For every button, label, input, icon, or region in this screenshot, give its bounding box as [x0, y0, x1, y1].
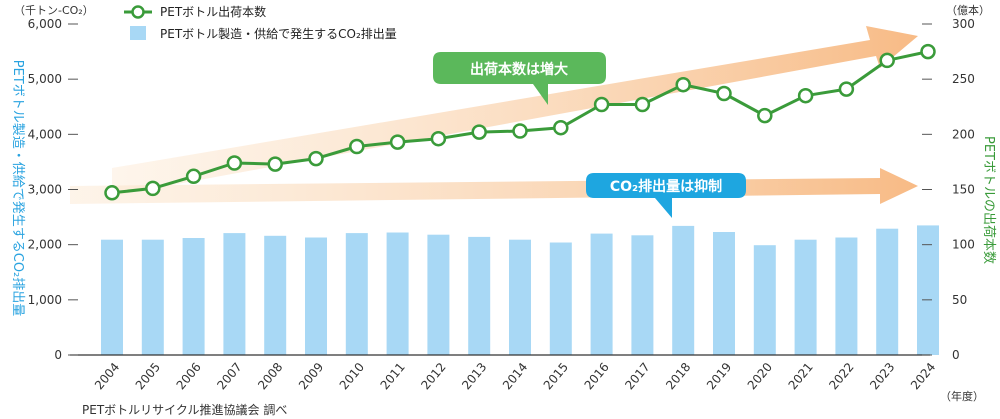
x-tick-label-2010: 2010	[337, 360, 367, 392]
left-axis-title: PETボトル製造・供給で発生するCO₂排出量	[10, 60, 25, 317]
svg-text:PETボトル出荷本数: PETボトル出荷本数	[160, 4, 266, 19]
left-tick-label: 4,000	[28, 127, 62, 141]
right-axis-unit: （億本）	[946, 3, 990, 17]
co2-bar-2021	[794, 239, 817, 355]
shipment-point-2019	[716, 85, 732, 102]
left-tick-label: 1,000	[28, 293, 62, 307]
shipment-point-2013	[471, 124, 487, 140]
x-tick-label-2020: 2020	[745, 360, 775, 392]
co2-bar-2013	[468, 236, 491, 355]
co2-bar-2022	[835, 237, 858, 355]
co2-bar-2009	[305, 237, 327, 355]
x-tick-label-2013: 2013	[459, 360, 489, 392]
svg-text:出荷本数は増大: 出荷本数は増大	[470, 61, 568, 78]
right-tick-label: 50	[952, 293, 967, 307]
left-tick-label: 6,000	[28, 17, 62, 31]
co2-bar-2019	[713, 232, 735, 355]
x-tick-label-2014: 2014	[500, 360, 530, 392]
co2-bar-2011	[386, 232, 409, 355]
left-tick-label: 5,000	[28, 72, 62, 86]
shipment-point-2005	[145, 180, 161, 197]
co2-bar-2016	[590, 233, 613, 355]
shipment-point-2023	[879, 52, 895, 69]
right-tick-label: 100	[952, 238, 975, 252]
left-axis-unit: （千トン-CO₂）	[14, 4, 94, 17]
shipment-point-2014	[512, 123, 528, 139]
legend: PETボトル出荷本数 PETボトル製造・供給で発生するCO₂排出量	[124, 4, 397, 41]
shipment-point-2006	[185, 168, 202, 185]
shipment-point-2010	[349, 138, 365, 155]
co2-bar-2004	[101, 239, 123, 355]
co2-bar-2017	[631, 235, 654, 355]
right-tick-label: 250	[952, 72, 975, 86]
x-tick-label-2016: 2016	[582, 360, 612, 392]
shipment-point-2017	[634, 96, 651, 113]
x-tick-label-2004: 2004	[92, 360, 122, 392]
x-tick-label-2007: 2007	[214, 360, 244, 392]
right-tick-label: 200	[952, 127, 975, 141]
shipment-point-2011	[389, 134, 406, 150]
callout-shipment-increase: 出荷本数は増大	[433, 52, 606, 105]
co2-bar-2008	[264, 235, 287, 355]
x-tick-label-2006: 2006	[174, 360, 204, 392]
shipment-point-2007	[226, 155, 243, 171]
shipment-point-2024	[920, 43, 936, 60]
x-axis-unit: （年度）	[940, 389, 984, 403]
legend-item-line: PETボトル出荷本数	[124, 4, 266, 19]
co2-bar-2015	[549, 242, 572, 355]
x-tick-label-2023: 2023	[867, 360, 897, 392]
svg-text:PETボトル製造・供給で発生するCO₂排出量: PETボトル製造・供給で発生するCO₂排出量	[160, 27, 397, 41]
x-tick-label-2009: 2009	[296, 360, 326, 392]
co2-bar-2020	[753, 245, 776, 355]
co2-bar-2014	[509, 239, 531, 355]
left-tick-label: 0	[54, 348, 62, 362]
x-tick-label-2011: 2011	[378, 360, 408, 392]
shipment-point-2016	[593, 96, 610, 113]
right-tick-label: 0	[952, 348, 960, 362]
svg-text:CO₂排出量は抑制: CO₂排出量は抑制	[610, 178, 722, 195]
x-tick-label-2005: 2005	[133, 360, 163, 392]
shipment-point-2008	[267, 156, 283, 172]
co2-bars	[101, 225, 939, 355]
co2-bar-2005	[141, 239, 164, 355]
shipment-line	[104, 43, 936, 201]
right-tick-label: 150	[952, 183, 975, 197]
left-tick-label: 2,000	[28, 238, 62, 252]
x-tick-label-2008: 2008	[255, 360, 285, 392]
x-tick-label-2024: 2024	[908, 360, 938, 392]
co2-bar-2023	[876, 228, 899, 355]
co2-bar-2024	[917, 225, 939, 355]
left-tick-label: 3,000	[28, 183, 62, 197]
callout-co2-suppressed: CO₂排出量は抑制	[586, 173, 746, 218]
x-tick-label-2018: 2018	[663, 360, 693, 392]
co2-bar-2018	[672, 225, 695, 355]
x-tick-label-2017: 2017	[622, 360, 652, 392]
shipment-point-2020	[757, 107, 773, 124]
shipment-point-2012	[430, 130, 447, 147]
co2-bar-2012	[427, 234, 450, 355]
right-tick-label: 300	[952, 17, 975, 31]
x-tick-label-2019: 2019	[704, 360, 734, 392]
legend-item-bar: PETボトル製造・供給で発生するCO₂排出量	[130, 26, 397, 41]
right-axis-title: PETボトルの出荷本数	[981, 136, 996, 264]
co2-bar-2007	[223, 233, 246, 355]
shipment-point-2009	[308, 150, 324, 167]
shipment-point-2015	[553, 119, 569, 136]
x-tick-label-2015: 2015	[541, 360, 571, 392]
shipment-point-2004	[104, 185, 120, 201]
x-tick-label-2022: 2022	[826, 360, 856, 392]
shipment-point-2018	[675, 76, 691, 93]
shipment-point-2021	[797, 87, 814, 104]
source-note: PETボトルリサイクル推進協議会 調べ	[82, 402, 287, 417]
x-tick-label-2012: 2012	[418, 360, 448, 392]
co2-bar-2006	[182, 238, 205, 355]
co2-bar-2010	[345, 233, 368, 355]
x-tick-label-2021: 2021	[786, 360, 816, 392]
shipment-point-2022	[838, 81, 855, 97]
